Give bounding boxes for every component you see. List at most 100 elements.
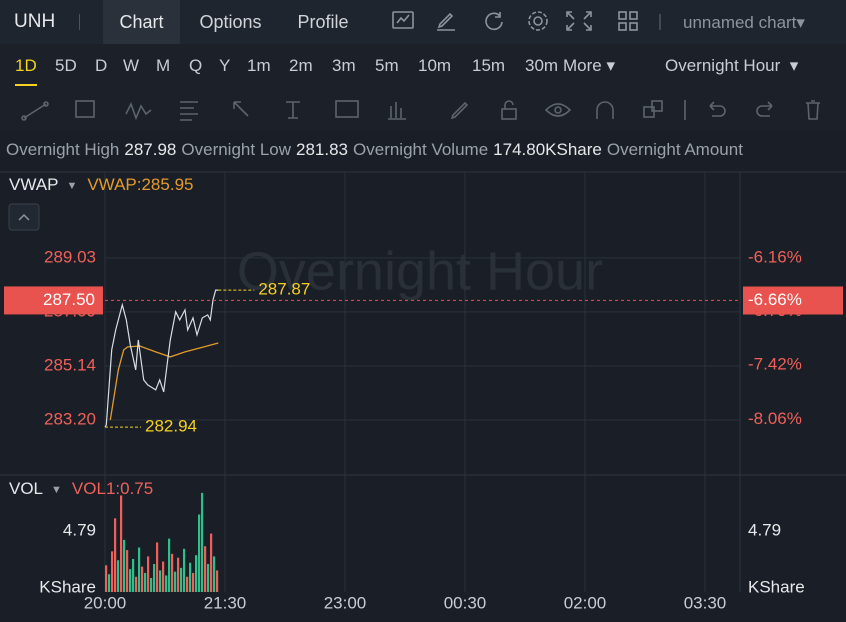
volume-indicator: VOL1:0.75 (72, 479, 153, 498)
volume-tick-label: 4.79 (63, 521, 96, 540)
separator (79, 14, 80, 30)
x-tick-label: 02:00 (564, 593, 607, 612)
info-label: Overnight High (6, 140, 119, 159)
refresh-icon[interactable] (485, 12, 503, 31)
note-tool[interactable] (335, 100, 359, 118)
volume-bar (186, 576, 189, 592)
eye-tool[interactable] (544, 103, 572, 117)
timeframe[interactable]: 5m (375, 56, 399, 75)
volume-unit: KShare (748, 577, 805, 596)
magnet-tool[interactable] (596, 101, 614, 119)
volume-bar (213, 556, 216, 592)
y-tick-label: 283.20 (44, 409, 96, 428)
info-value: 281.83 (296, 140, 348, 159)
timeframe[interactable]: 10m (418, 56, 452, 75)
timeframe[interactable]: M (156, 56, 171, 75)
volume-bar (183, 548, 186, 592)
watermark: Overnight Hour (237, 241, 603, 301)
fullscreen-icon[interactable] (566, 11, 592, 31)
x-tick-label: 03:30 (684, 593, 727, 612)
y2-tick-label: -8.06% (748, 409, 802, 428)
draw-icon[interactable] (437, 12, 455, 31)
x-tick-label: 21:30 (204, 593, 247, 612)
session-text: Overnight Hour (665, 56, 781, 75)
tab[interactable]: Profile (297, 12, 349, 32)
timeframe[interactable]: 2m (289, 56, 313, 75)
undo-tool[interactable] (709, 101, 726, 117)
y2-tick-label: -7.42% (748, 355, 802, 374)
indicator-name: VWAP (9, 175, 58, 194)
volume-bar (171, 553, 174, 592)
lock-tool[interactable] (501, 100, 517, 120)
timeframe[interactable]: 5D (55, 56, 77, 75)
bar-tool[interactable] (388, 102, 406, 120)
collapse-button[interactable] (8, 203, 40, 231)
info-label: Overnight Volume (353, 140, 488, 159)
volume-header: VOL ▼ VOL1:0.75 (9, 479, 153, 498)
volume-unit: KShare (39, 577, 96, 596)
volume-bar (111, 551, 114, 592)
redo-tool[interactable] (756, 101, 773, 117)
volume-bar (105, 565, 108, 592)
y-tick-label: 289.03 (44, 247, 96, 266)
timeframe[interactable]: Q (189, 56, 203, 75)
text-tool[interactable] (286, 101, 300, 119)
timeframe[interactable]: 1m (247, 56, 271, 75)
volume-bar (150, 578, 153, 592)
volume-bar (216, 570, 219, 592)
more-button[interactable]: More ▾ (563, 56, 615, 75)
session-select[interactable]: Overnight Hour ▾ (665, 56, 799, 75)
volume-bar (159, 570, 162, 592)
timeframe[interactable]: Y (219, 56, 231, 75)
more-text: More (563, 56, 602, 75)
chart-name[interactable]: unnamed chart▾ (683, 13, 805, 32)
volume-bar (168, 538, 171, 592)
arrow-tool[interactable] (233, 101, 249, 117)
volume-bar (144, 572, 147, 592)
settings-icon[interactable] (528, 11, 548, 31)
y2-tick-label: -6.16% (748, 247, 802, 266)
timeframe[interactable]: W (123, 56, 140, 75)
info-label: Overnight Low (181, 140, 291, 159)
top-icons (392, 11, 661, 31)
layout-icon[interactable] (618, 11, 638, 31)
delete-tool[interactable] (806, 100, 820, 120)
timeframe[interactable]: 1D (15, 56, 37, 86)
vwap-line (109, 342, 219, 421)
volume-bar (126, 550, 129, 592)
volume-tick-label: 4.79 (748, 521, 781, 540)
volume-bar (141, 566, 144, 592)
volume-bar (156, 542, 159, 592)
info-line: Overnight High 287.98 Overnight Low 281.83 O… (6, 140, 743, 159)
timeframe[interactable]: 3m (332, 56, 356, 75)
timeframe-bar: More ▾ Overnight Hour ▾ 1D 5D D W M Q Y 1m 2m 3m 5… (0, 44, 846, 89)
fib-tool[interactable] (180, 101, 198, 121)
tab[interactable]: Options (199, 12, 262, 32)
timeframe[interactable]: 15m (472, 56, 506, 75)
volume-bar (123, 539, 126, 592)
volume-bar (189, 562, 192, 592)
indicator-icon[interactable] (392, 11, 414, 29)
dropdown: ▼ (51, 484, 62, 496)
pen-tool[interactable] (450, 101, 469, 120)
rect-tool[interactable] (75, 100, 95, 118)
tab[interactable]: Chart (103, 0, 180, 44)
marker-label: 282.94 (145, 417, 197, 436)
indicator-value: VWAP:285.95 (87, 175, 193, 194)
volume-bar (135, 576, 138, 592)
layers-tool[interactable] (643, 100, 663, 118)
timeframe[interactable]: D (95, 56, 108, 75)
info-label: Overnight Amount (607, 140, 743, 159)
trend-line-tool[interactable] (21, 101, 49, 121)
drawing-tools (21, 100, 820, 121)
current-price-box (4, 286, 103, 315)
symbol[interactable]: UNH (14, 11, 56, 32)
x-tick-label: 00:30 (444, 593, 487, 612)
drawing-toolbar (0, 88, 846, 131)
timeframe[interactable]: 30m (525, 56, 559, 75)
volume-bar (153, 564, 156, 592)
wave-tool[interactable] (125, 101, 152, 121)
volume-bar (174, 571, 177, 592)
price-line (104, 289, 219, 428)
top-bar: UNH unnamed chart▾ Chart Options Profile (0, 0, 846, 44)
